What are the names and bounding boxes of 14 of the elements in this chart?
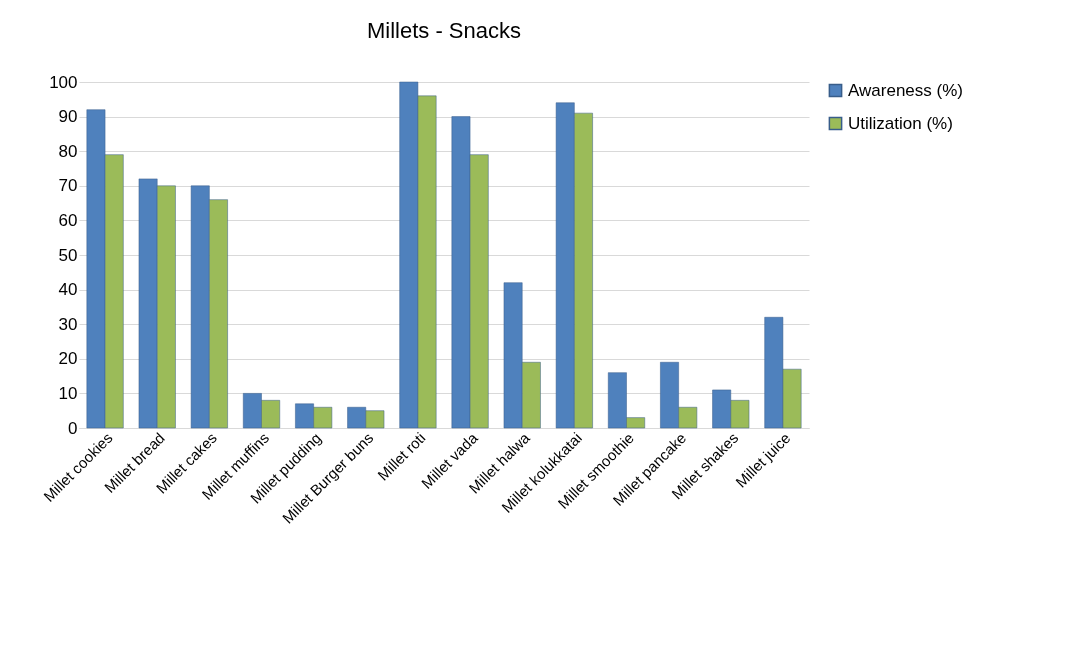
y-tick-label: 70 [58, 176, 78, 196]
y-tick-label: 30 [58, 314, 78, 334]
y-tick-label: 90 [58, 107, 78, 127]
y-tick-label: 0 [68, 418, 78, 438]
y-tick-label: 10 [58, 383, 78, 403]
legend-label: Awareness (%) [848, 80, 963, 100]
y-tick-label: 40 [58, 280, 78, 300]
y-tick-label: 80 [58, 141, 78, 161]
y-tick-label: 100 [49, 72, 78, 92]
y-tick-label: 20 [58, 349, 78, 369]
y-tick-label: 60 [58, 210, 78, 230]
y-tick-label: 50 [58, 245, 78, 265]
legend-label: Utilization (%) [848, 113, 953, 133]
chart-title: Millets - Snacks [366, 18, 522, 43]
